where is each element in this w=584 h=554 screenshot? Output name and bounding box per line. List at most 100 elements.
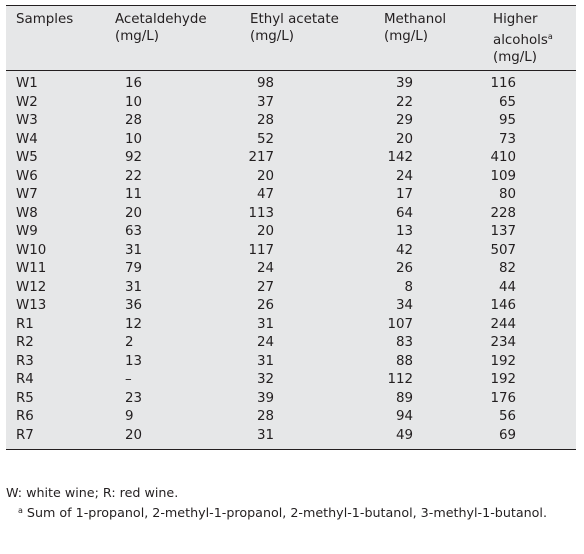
footnote-marker: a (547, 32, 553, 41)
cell-higher-alcohols: 80 (498, 187, 516, 202)
cell-sample: R3 (16, 353, 34, 369)
cell-sample: W12 (16, 279, 47, 295)
header-acetaldehyde: Acetaldehyde (mg/L) (115, 12, 207, 44)
cell-sample: R1 (16, 316, 34, 332)
cell-ethyl-acetate: 52 (256, 131, 274, 147)
cell-methanol: 83 (395, 335, 413, 350)
cell-ethyl-acetate: 24 (256, 261, 274, 276)
cell-sample: R5 (16, 390, 34, 406)
table-row: W10 31 117 42 507 (6, 242, 576, 261)
cell-methanol: 42 (395, 242, 413, 258)
cell-higher-alcohols: 95 (498, 113, 516, 128)
cell-higher-alcohols: 44 (498, 279, 516, 295)
cell-acetaldehyde: 36 (125, 298, 143, 313)
cell-acetaldehyde: 31 (125, 242, 143, 258)
footnote-a-marker: a (18, 505, 23, 515)
cell-acetaldehyde: 63 (125, 224, 143, 239)
cell-sample: R4 (16, 372, 34, 387)
table-row: R2 2 24 83 234 (6, 334, 576, 353)
table-row: W9 63 20 13 137 (6, 223, 576, 242)
table-row: W11 79 24 26 82 (6, 260, 576, 279)
cell-sample: W6 (16, 168, 38, 184)
cell-methanol: 64 (395, 205, 413, 221)
cell-methanol: 24 (395, 168, 413, 184)
cell-methanol: 107 (387, 316, 413, 332)
table-row: R7 20 31 49 69 (6, 427, 576, 450)
cell-methanol: 17 (395, 187, 413, 202)
cell-higher-alcohols: 146 (490, 298, 516, 313)
table-row: W5 92 217 142 410 (6, 149, 576, 168)
cell-ethyl-acetate: 28 (256, 113, 274, 128)
cell-methanol: 22 (395, 94, 413, 110)
footnote-a-text: Sum of 1-propanol, 2-methyl-1-propanol, … (26, 504, 547, 520)
footnote-legend: W: white wine; R: red wine. (6, 485, 179, 500)
footnote-a: a Sum of 1-propanol, 2-methyl-1-propanol,… (6, 502, 580, 522)
cell-sample: W13 (16, 298, 47, 313)
cell-sample: W8 (16, 205, 38, 221)
cell-ethyl-acetate: 31 (256, 427, 274, 443)
cell-acetaldehyde: 9 (125, 409, 134, 424)
cell-methanol: 89 (395, 390, 413, 406)
cell-higher-alcohols: 228 (490, 205, 516, 221)
cell-methanol: 88 (395, 353, 413, 369)
cell-higher-alcohols: 109 (490, 168, 516, 184)
cell-acetaldehyde: 2 (125, 335, 134, 350)
cell-higher-alcohols: 244 (490, 316, 516, 332)
header-samples: Samples (16, 12, 74, 27)
data-table-container: Samples Acetaldehyde (mg/L) Ethyl acetat… (6, 5, 576, 450)
cell-sample: R2 (16, 335, 34, 350)
cell-sample: W4 (16, 131, 38, 147)
table-row: W3 28 28 29 95 (6, 112, 576, 131)
cell-ethyl-acetate: 20 (256, 224, 274, 239)
cell-sample: W7 (16, 187, 38, 202)
table-row: W6 22 20 24 109 (6, 168, 576, 187)
table-row: W1 16 98 39 116 (6, 71, 576, 94)
table-row: W12 31 27 8 44 (6, 279, 576, 298)
cell-ethyl-acetate: 39 (256, 390, 274, 406)
header-ethyl-acetate: Ethyl acetate (mg/L) (250, 12, 339, 44)
cell-sample: W3 (16, 113, 38, 128)
table-header-row: Samples Acetaldehyde (mg/L) Ethyl acetat… (6, 5, 576, 71)
cell-methanol: 49 (395, 427, 413, 443)
table-row: R4 – 32 112 192 (6, 371, 576, 390)
cell-ethyl-acetate: 31 (256, 316, 274, 332)
header-methanol: Methanol (mg/L) (384, 12, 447, 44)
cell-ethyl-acetate: 117 (248, 242, 274, 258)
table-row: W4 10 52 20 73 (6, 131, 576, 150)
cell-sample: W10 (16, 242, 47, 258)
cell-ethyl-acetate: 24 (256, 335, 274, 350)
cell-acetaldehyde: 11 (125, 187, 143, 202)
cell-sample: W1 (16, 76, 38, 91)
table-row: R6 9 28 94 56 (6, 408, 576, 427)
cell-acetaldehyde: 23 (125, 390, 143, 406)
cell-methanol: 112 (387, 372, 413, 387)
cell-higher-alcohols: 82 (498, 261, 516, 276)
cell-sample: W5 (16, 150, 38, 165)
cell-acetaldehyde: 13 (125, 353, 143, 369)
cell-acetaldehyde: 92 (125, 150, 143, 165)
cell-acetaldehyde: 10 (125, 131, 143, 147)
cell-methanol: 142 (387, 150, 413, 165)
cell-higher-alcohols: 410 (490, 150, 516, 165)
cell-methanol: 39 (395, 76, 413, 91)
cell-methanol: 26 (395, 261, 413, 276)
cell-higher-alcohols: 73 (498, 131, 516, 147)
cell-higher-alcohols: 56 (498, 409, 516, 424)
cell-acetaldehyde: 31 (125, 279, 143, 295)
cell-ethyl-acetate: 26 (256, 298, 274, 313)
cell-methanol: 94 (395, 409, 413, 424)
table-row: W13 36 26 34 146 (6, 297, 576, 316)
header-higher-alcohols: Higher alcoholsa (mg/L) (493, 12, 553, 65)
table-row: R3 13 31 88 192 (6, 353, 576, 372)
table-row: W8 20 113 64 228 (6, 205, 576, 224)
cell-ethyl-acetate: 31 (256, 353, 274, 369)
table-row: W7 11 47 17 80 (6, 186, 576, 205)
cell-ethyl-acetate: 98 (256, 76, 274, 91)
cell-acetaldehyde: – (125, 372, 132, 387)
cell-higher-alcohols: 234 (490, 335, 516, 350)
cell-ethyl-acetate: 28 (256, 409, 274, 424)
cell-acetaldehyde: 16 (125, 76, 143, 91)
cell-acetaldehyde: 20 (125, 205, 143, 221)
cell-methanol: 13 (395, 224, 413, 239)
cell-ethyl-acetate: 27 (256, 279, 274, 295)
